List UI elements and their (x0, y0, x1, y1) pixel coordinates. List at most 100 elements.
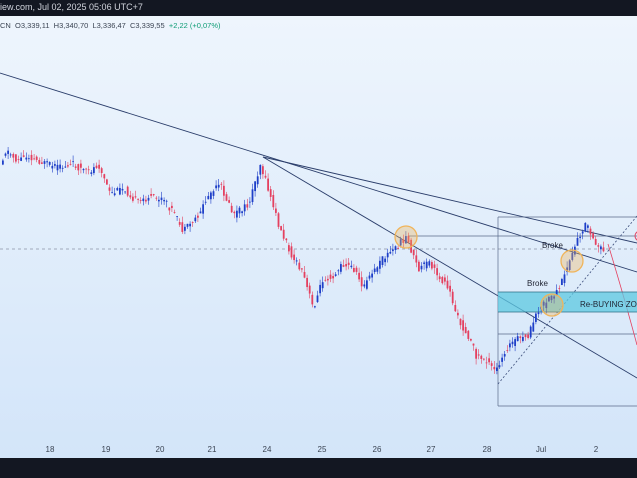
candle-body (514, 339, 516, 346)
candle-body (280, 226, 282, 231)
candle-body (327, 278, 329, 281)
candle-body (535, 313, 537, 322)
candle-body (485, 362, 488, 364)
candles-layer (2, 146, 605, 375)
candle-body (142, 198, 145, 202)
candle-body (454, 304, 457, 312)
candle-body (7, 150, 9, 154)
candle-body (558, 288, 561, 289)
candle-body (366, 280, 368, 289)
candle-body (56, 164, 59, 171)
candle-body (446, 280, 449, 289)
candle-body (293, 254, 295, 261)
candle-body (272, 195, 275, 208)
candle-body (160, 197, 163, 201)
ohlc-high: H3,340,70 (53, 21, 89, 30)
x-tick: 18 (45, 445, 55, 454)
candle-body (246, 204, 249, 208)
candle-body (589, 228, 592, 235)
candle-body (340, 264, 342, 272)
x-tick: 28 (482, 445, 492, 454)
candle-body (423, 262, 425, 264)
candle-body (295, 260, 298, 262)
chart-source-timestamp: iew.com, Jul 02, 2025 05:06 UTC+7 (0, 2, 143, 12)
symbol-suffix: CN (0, 21, 11, 30)
candle-body (158, 199, 160, 202)
candle-body (516, 336, 519, 342)
candle-body (451, 291, 454, 304)
candle-body (129, 195, 132, 198)
candle-body (392, 249, 394, 252)
candle-body (324, 279, 327, 281)
candle-body (2, 160, 4, 165)
candle-body (420, 265, 423, 270)
candle-body (472, 343, 475, 346)
candle-body (368, 275, 371, 279)
candle-body (329, 274, 332, 279)
candle-body (438, 276, 441, 280)
candle-body (147, 197, 150, 201)
time-axis[interactable]: 18 19 20 21 24 25 26 27 28 Jul 2 (0, 440, 637, 458)
candle-body (483, 358, 485, 360)
candle-body (241, 211, 243, 214)
candle-body (475, 348, 477, 359)
candle-body (108, 187, 111, 191)
candle-body (150, 194, 152, 196)
candle-body (431, 262, 433, 269)
candle-body (347, 262, 350, 265)
candle-body (113, 193, 116, 196)
candle-body (233, 211, 236, 214)
candle-body (212, 191, 215, 196)
candle-body (306, 277, 308, 288)
candle-body (210, 192, 212, 200)
candle-body (311, 294, 314, 305)
candle-body (137, 198, 139, 200)
candle-body (134, 196, 137, 198)
candle-body (509, 343, 511, 348)
candle-body (532, 322, 535, 332)
candle-body (82, 168, 85, 171)
candle-body (126, 186, 129, 196)
trendline (262, 156, 637, 379)
candle-body (25, 157, 28, 160)
candle-body (321, 282, 324, 289)
candle-body (522, 336, 524, 341)
candle-body (61, 167, 64, 169)
candle-body (379, 260, 381, 269)
candle-body (178, 222, 181, 225)
candle-body (116, 188, 119, 191)
candle-body (433, 264, 436, 268)
candle-body (163, 199, 165, 202)
candle-body (191, 222, 194, 223)
candle-body (316, 295, 319, 303)
candle-body (256, 176, 259, 185)
candle-body (20, 157, 22, 161)
candle-body (35, 156, 38, 160)
candle-body (64, 166, 67, 168)
candle-body (90, 172, 93, 174)
candle-body (381, 256, 384, 265)
candle-body (428, 261, 431, 266)
chart-area[interactable] (0, 16, 637, 458)
candle-body (319, 284, 321, 294)
candle-body (282, 229, 285, 239)
candle-body (399, 239, 402, 246)
candle-body (264, 175, 267, 178)
candle-body (59, 164, 61, 169)
x-tick: 20 (155, 445, 165, 454)
candle-body (243, 204, 246, 212)
candle-body (186, 223, 189, 227)
candle-body (4, 153, 7, 156)
candle-body (332, 276, 334, 279)
candle-body (28, 158, 30, 160)
candle-body (449, 285, 451, 292)
candle-body (501, 357, 503, 362)
candle-body (405, 236, 407, 244)
candle-body (139, 200, 142, 201)
zone-layer (498, 291, 637, 313)
candle-body (462, 320, 464, 331)
x-tick: 2 (593, 445, 599, 454)
candle-body (119, 187, 121, 195)
candle-body (576, 237, 579, 246)
